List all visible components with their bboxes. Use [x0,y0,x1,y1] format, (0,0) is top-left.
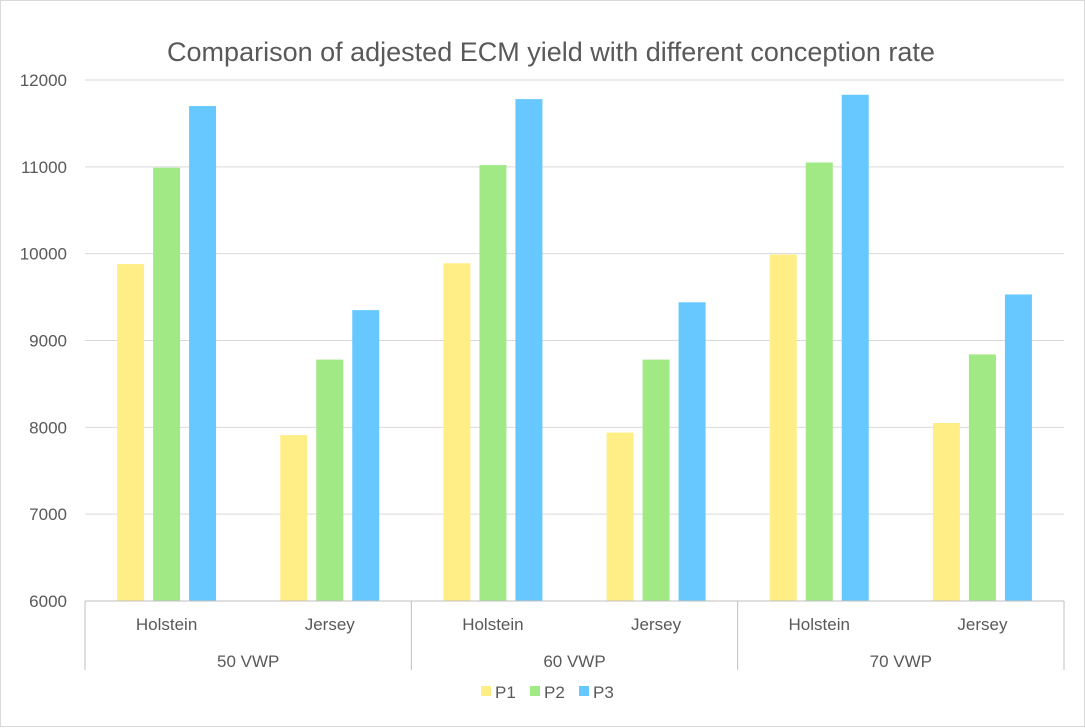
legend-label-p1: P1 [495,683,516,702]
grid-lines [85,79,1064,515]
legend-swatch-p2 [530,686,540,696]
x-category-label: Jersey [631,615,682,634]
bar-p1-jersey-1 [280,435,308,601]
y-axis-ticks: 6000 7000 8000 9000 10000 11000 12000 [20,71,67,611]
x-axis: Holstein Jersey 50 VWP Holstein Jersey 60 VWP… [84,600,1065,671]
x-category-label: Holstein [462,615,523,634]
bar-p3-jersey-3 [1004,294,1032,601]
y-tick-label: 9000 [29,332,67,351]
bar-p1-holstein-2 [443,263,471,601]
legend-swatch-p1 [481,686,491,696]
y-tick-label: 11000 [21,158,67,177]
bar-p1-jersey-2 [606,432,634,601]
bar-p2-jersey-2 [642,359,670,601]
legend-label-p2: P2 [544,683,565,702]
bar-p2-holstein-2 [479,165,507,601]
bar-p2-holstein-3 [805,162,833,601]
y-tick-label: 12000 [20,71,67,90]
x-group-label: 60 VWP [543,652,605,671]
bar-p3-holstein-2 [515,99,543,601]
bar-p3-holstein-1 [189,106,217,602]
x-category-label: Jersey [957,615,1008,634]
legend: P1 P2 P3 [481,683,614,702]
y-tick-label: 6000 [29,592,67,611]
bar-p3-jersey-2 [678,302,706,601]
bar-p1-holstein-3 [769,254,797,601]
bar-p2-jersey-1 [316,359,344,601]
bar-p3-jersey-1 [352,310,380,601]
bar-p1-holstein-1 [117,264,145,601]
y-tick-label: 8000 [29,418,67,437]
bar-p1-jersey-3 [932,422,960,601]
x-category-label: Jersey [305,615,356,634]
bar-p2-holstein-1 [153,167,181,601]
legend-label-p3: P3 [593,683,614,702]
bars [117,94,1032,602]
x-group-label: 70 VWP [870,652,932,671]
chart-title: Comparison of adjested ECM yield with di… [167,37,935,67]
legend-swatch-p3 [579,686,589,696]
bar-p3-holstein-3 [841,94,869,602]
y-tick-label: 10000 [20,245,67,264]
x-category-label: Holstein [136,615,197,634]
x-group-label: 50 VWP [217,652,279,671]
x-category-label: Holstein [789,615,850,634]
y-tick-label: 7000 [29,505,67,524]
bar-p2-jersey-3 [968,354,996,601]
